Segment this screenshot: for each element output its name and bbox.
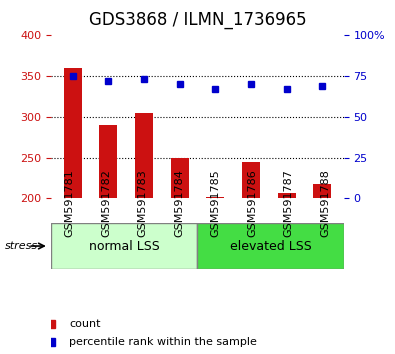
Bar (207, 196, 224, 198)
Bar (171, 158, 188, 198)
Text: GSM591783: GSM591783 (138, 169, 148, 237)
Bar (278, 193, 295, 198)
Text: GSM591785: GSM591785 (211, 169, 221, 237)
Text: GSM591787: GSM591787 (284, 169, 294, 237)
Text: normal LSS: normal LSS (89, 240, 160, 252)
Bar (100, 125, 117, 198)
Text: percentile rank within the sample: percentile rank within the sample (69, 337, 257, 347)
Text: GSM591782: GSM591782 (101, 169, 111, 237)
Bar (135, 113, 153, 198)
Text: GSM591784: GSM591784 (174, 169, 184, 237)
Bar (313, 184, 331, 198)
Text: GSM591781: GSM591781 (65, 169, 75, 237)
Text: GSM591786: GSM591786 (247, 169, 257, 237)
Text: elevated LSS: elevated LSS (230, 240, 311, 252)
Text: GDS3868 / ILMN_1736965: GDS3868 / ILMN_1736965 (89, 11, 306, 29)
FancyBboxPatch shape (51, 223, 198, 269)
Text: GSM591788: GSM591788 (320, 169, 330, 237)
Bar (64, 68, 82, 198)
Text: stress: stress (5, 241, 38, 251)
FancyBboxPatch shape (198, 223, 344, 269)
Bar (242, 161, 260, 198)
Text: count: count (69, 319, 100, 329)
